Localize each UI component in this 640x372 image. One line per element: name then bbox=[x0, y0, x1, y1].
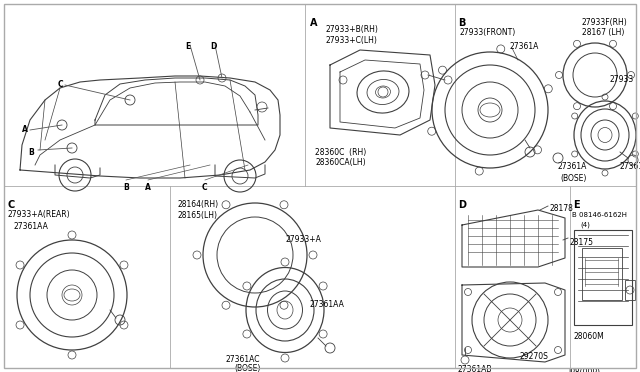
Text: 27933(FRONT): 27933(FRONT) bbox=[460, 28, 516, 37]
Text: A: A bbox=[310, 18, 317, 28]
Text: 29270S: 29270S bbox=[520, 352, 549, 361]
Text: (BOSE): (BOSE) bbox=[234, 364, 260, 372]
Text: 28060M: 28060M bbox=[574, 332, 605, 341]
Text: 27933F(RH): 27933F(RH) bbox=[582, 18, 628, 27]
Text: D: D bbox=[210, 42, 216, 51]
Text: 28164(RH): 28164(RH) bbox=[178, 200, 219, 209]
Text: 27361AA: 27361AA bbox=[14, 222, 49, 231]
Text: A: A bbox=[145, 183, 151, 192]
Text: 27933+A(REAR): 27933+A(REAR) bbox=[8, 210, 70, 219]
Text: 28175: 28175 bbox=[569, 238, 593, 247]
Text: 27361AA: 27361AA bbox=[310, 300, 345, 309]
Text: JP8(00P): JP8(00P) bbox=[568, 368, 600, 372]
Text: E: E bbox=[185, 42, 190, 51]
Text: B 08146-6162H: B 08146-6162H bbox=[572, 212, 627, 218]
Text: 27933+C(LH): 27933+C(LH) bbox=[325, 36, 377, 45]
Text: A: A bbox=[22, 125, 28, 134]
Text: 27361AC: 27361AC bbox=[225, 355, 259, 364]
Bar bbox=[574, 230, 632, 325]
Text: 27361A: 27361A bbox=[510, 42, 540, 51]
Text: B: B bbox=[28, 148, 34, 157]
Bar bbox=[625, 280, 635, 300]
Text: 27361A: 27361A bbox=[557, 162, 586, 171]
Text: C: C bbox=[8, 200, 15, 210]
Text: 27361AB: 27361AB bbox=[457, 365, 492, 372]
Bar bbox=[582, 248, 622, 300]
Text: 27933+B(RH): 27933+B(RH) bbox=[325, 25, 378, 34]
Text: 28360C  (RH): 28360C (RH) bbox=[315, 148, 366, 157]
Text: 28178: 28178 bbox=[549, 204, 573, 213]
Text: 28167 (LH): 28167 (LH) bbox=[582, 28, 625, 37]
Text: C: C bbox=[202, 183, 207, 192]
Text: (4): (4) bbox=[580, 222, 590, 228]
Text: C: C bbox=[58, 80, 63, 89]
Text: 28165(LH): 28165(LH) bbox=[178, 211, 218, 220]
Text: 28360CA(LH): 28360CA(LH) bbox=[315, 158, 365, 167]
Text: 27933+A: 27933+A bbox=[285, 235, 321, 244]
Text: 27361A: 27361A bbox=[620, 162, 640, 171]
Text: D: D bbox=[458, 200, 466, 210]
Text: 27933: 27933 bbox=[610, 75, 634, 84]
Text: B: B bbox=[458, 18, 465, 28]
Text: (BOSE): (BOSE) bbox=[560, 174, 586, 183]
Text: B: B bbox=[123, 183, 129, 192]
Text: E: E bbox=[573, 200, 580, 210]
